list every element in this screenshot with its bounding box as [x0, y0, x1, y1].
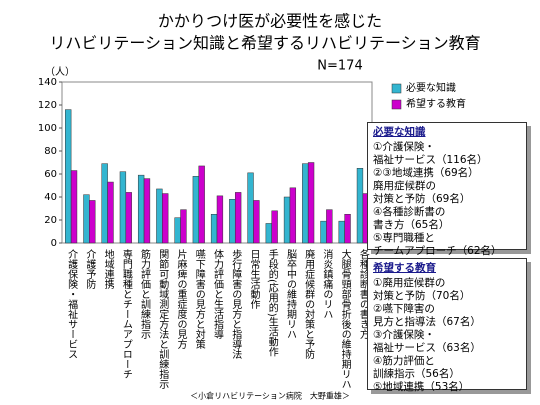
box-line: ④各種診断書の	[373, 206, 446, 218]
legend-label: 希望する教育	[406, 97, 466, 110]
box-line: 訓練指示（56名）	[373, 368, 460, 380]
x-tick-label: 体力評価と生活指導	[212, 249, 224, 339]
x-tick-label: 専門職種とチームアプローチ	[120, 249, 132, 379]
bar	[83, 194, 90, 244]
bar	[143, 178, 151, 244]
box-heading: 必要な知識	[373, 126, 426, 138]
chart-subtitle: N=174	[317, 59, 362, 74]
bar	[283, 196, 291, 244]
bar	[70, 170, 78, 244]
box-line: ①介護保険・	[373, 141, 435, 153]
box-line: 書き方（65名）	[373, 219, 450, 231]
bar	[216, 195, 224, 244]
bar	[338, 220, 345, 244]
bar	[180, 209, 187, 244]
bar	[253, 200, 260, 244]
x-tick-label: 大腿骨頸部骨折後の維持期リハ	[339, 248, 351, 389]
box-line: 対策と予防（70名）	[373, 290, 471, 302]
y-axis-label: （人）	[45, 66, 75, 78]
x-tick-label: 嚥下障害の見方と対策	[193, 248, 205, 350]
x-tick-label: 片麻痺の重症度の見方	[175, 248, 187, 350]
x-tick-label: 歩行障害の見方と指導法	[230, 248, 242, 360]
x-tick-label: 日常生活動作	[248, 249, 260, 309]
source-note: ＜小倉リハビリテーション病院 大野重雄＞	[190, 391, 350, 401]
y-tick-label: 60	[44, 169, 57, 180]
x-tick-label: 関節可動域測定方法と訓練指示	[157, 249, 169, 389]
bar	[320, 220, 327, 244]
x-tick-label: 介護予防	[84, 249, 96, 290]
x-tick-label: 筋力評価と訓練指示	[139, 248, 151, 339]
x-tick-label: 消炎鎮痛のリハ	[321, 248, 333, 319]
y-tick-label: 20	[44, 215, 57, 226]
bar	[119, 171, 127, 244]
bar	[125, 192, 132, 244]
box-line: ⑤専門職種と	[373, 232, 435, 244]
y-tick-label: 140	[38, 77, 57, 88]
bar	[101, 163, 108, 244]
bar	[174, 217, 181, 244]
y-tick-label: 120	[38, 100, 57, 111]
bar	[162, 193, 169, 244]
box-line: 見方と指導法（67名）	[373, 316, 481, 328]
legend-swatch	[391, 83, 402, 94]
text-box: 希望する教育 ①廃用症候群の 対策と予防（70名） ②嚥下障害の 見方と指導法（67名）…	[367, 258, 527, 393]
y-tick-label: 0	[51, 238, 57, 249]
bar	[265, 223, 272, 244]
bar	[234, 192, 242, 244]
bar	[302, 163, 309, 244]
bar	[307, 162, 315, 244]
box-line: ①廃用症候群の	[373, 277, 446, 289]
chart-title: リハビリテーション知識と希望するリハビリテーション教育	[49, 34, 480, 53]
box-line: ④筋力評価と	[373, 355, 435, 367]
y-tick-label: 80	[44, 146, 57, 157]
box-line: チームアプローチ（62名）	[373, 245, 502, 257]
x-tick-label: 地域連携	[102, 248, 114, 290]
x-tick-label: 廃用症候群の対策と予防	[303, 248, 315, 360]
bar	[210, 214, 218, 244]
y-tick-label: 40	[44, 192, 57, 203]
chart-title: かかりつけ医が必要性を感じた	[158, 12, 382, 31]
bar	[198, 165, 205, 244]
bar	[356, 168, 364, 244]
box-line: 対策と予防（69名）	[373, 193, 471, 205]
box-line: 福祉サービス（116名）	[373, 154, 488, 166]
x-tick-label: 手段的(応用的)生活動作	[266, 248, 278, 357]
bar	[65, 109, 72, 244]
bar	[229, 199, 236, 244]
bar	[247, 172, 254, 244]
bar	[326, 209, 333, 244]
box-line: 廃用症候群の	[373, 180, 436, 192]
text-box: 必要な知識 ①介護保険・ 福祉サービス（116名） ②③地域連携（69名） 廃用症候群の…	[367, 122, 527, 257]
box-line: ②嚥下障害の	[373, 303, 435, 315]
box-line: ③介護保険・	[373, 329, 435, 341]
box-line: 福祉サービス（63名）	[373, 342, 481, 354]
bar	[156, 188, 163, 244]
bar	[344, 214, 351, 244]
legend-label: 必要な知識	[406, 81, 456, 94]
box-line: ②③地域連携（69名）	[373, 167, 479, 179]
y-tick-label: 100	[38, 123, 57, 134]
bar	[107, 181, 114, 244]
x-tick-label: 介護保険・福祉サービス	[66, 249, 78, 359]
bar	[137, 174, 145, 244]
box-heading: 希望する教育	[373, 262, 436, 274]
box-line: ⑤地域連携（53名）	[373, 381, 470, 393]
bar	[271, 210, 278, 244]
bar	[289, 187, 297, 244]
x-tick-label: 脳卒中の維持期リハ	[284, 249, 296, 339]
x-tick-label: 各種診断書の書き方	[357, 248, 369, 340]
bar	[89, 200, 96, 244]
bar	[192, 176, 200, 244]
legend-swatch	[391, 99, 402, 110]
